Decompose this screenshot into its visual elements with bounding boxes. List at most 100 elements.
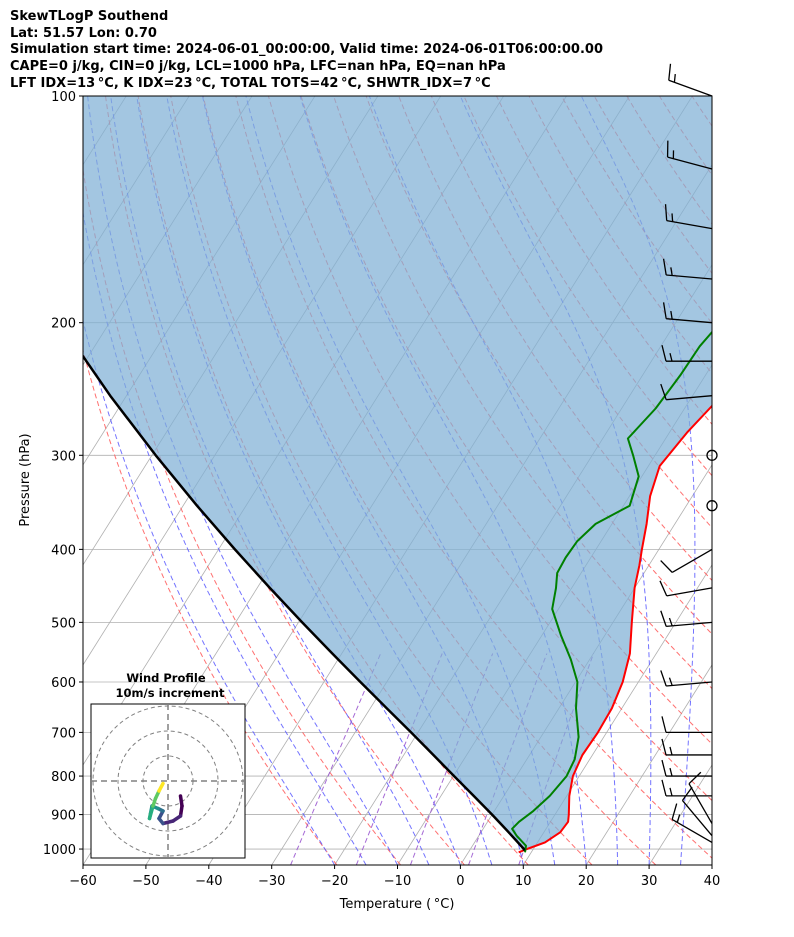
y-tick-label: 300 bbox=[51, 449, 76, 464]
wind-barb bbox=[666, 140, 713, 170]
wind-barb-flag bbox=[664, 204, 668, 221]
moist-adiabat bbox=[711, 859, 712, 865]
hodograph-ring bbox=[117, 730, 219, 832]
dry-adiabat bbox=[713, 79, 794, 865]
header-line-5: LFT IDX=13 °C, K IDX=23 °C, TOTAL TOTS=4… bbox=[10, 76, 491, 91]
wind-barb-flag bbox=[668, 63, 672, 81]
wind-barb bbox=[671, 803, 713, 843]
isotherm-line bbox=[522, 564, 712, 865]
wind-barb-staff bbox=[666, 587, 713, 597]
x-tick-label: 20 bbox=[578, 874, 595, 889]
dry-adiabat bbox=[137, 96, 529, 865]
wind-barb-half-flag bbox=[676, 814, 681, 823]
wind-barb-half-flag bbox=[669, 746, 673, 756]
x-tick-label: −20 bbox=[321, 874, 348, 889]
wind-barb-flag bbox=[660, 560, 673, 573]
wind-barb-flag bbox=[660, 610, 667, 627]
y-tick-label: 500 bbox=[51, 616, 76, 631]
wind-barb-half-flag bbox=[669, 353, 673, 362]
wind-barb-half-flag bbox=[670, 267, 673, 276]
wind-barb-flag bbox=[661, 779, 667, 797]
x-tick-label: 10 bbox=[515, 874, 532, 889]
wind-barb-flag bbox=[688, 771, 702, 785]
wind-barb-calm bbox=[706, 449, 718, 461]
x-tick-label: −10 bbox=[384, 874, 411, 889]
wind-barb-half-flag bbox=[668, 617, 673, 627]
isotherm-line bbox=[775, 96, 794, 865]
wind-barb-calm bbox=[706, 500, 718, 512]
x-axis-title: Temperature ( °C) bbox=[339, 897, 455, 912]
header-line-1: SkewTLogP Southend bbox=[10, 9, 169, 24]
wind-barb bbox=[661, 716, 712, 734]
wind-barb-half-flag bbox=[668, 677, 673, 686]
moist-adiabat bbox=[87, 96, 398, 865]
y-tick-label: 100 bbox=[51, 90, 76, 105]
y-tick-label: 900 bbox=[51, 809, 76, 824]
wind-barb bbox=[668, 63, 713, 97]
header-line-2: Lat: 51.57 Lon: 0.70 bbox=[10, 26, 157, 41]
wind-barb-staff bbox=[666, 621, 713, 628]
wind-barb bbox=[688, 771, 713, 824]
dewpoint-line bbox=[511, 330, 712, 853]
wind-barb bbox=[660, 670, 713, 687]
wind-barb-flag bbox=[660, 383, 667, 400]
mixing-ratio-line bbox=[290, 653, 382, 865]
wind-barb-staff bbox=[671, 818, 713, 843]
parcel-line bbox=[83, 354, 526, 851]
wind-barb bbox=[681, 786, 713, 837]
wind-barb-half-flag bbox=[670, 310, 673, 320]
wind-barb-flag bbox=[662, 302, 667, 319]
isotherm-line bbox=[711, 864, 712, 865]
wind-barb-flag bbox=[659, 580, 668, 597]
wind-barb bbox=[661, 759, 712, 777]
wind-barb-staff bbox=[666, 219, 713, 230]
wind-barb bbox=[660, 383, 713, 401]
axis-ticks: −60 −50 −40 −30 −20 −10 0 10 20 30 40 1000 900 800 700… bbox=[43, 90, 720, 889]
dry-adiabat bbox=[83, 348, 338, 865]
wind-barb-staff bbox=[666, 274, 713, 280]
dry-adiabat bbox=[300, 96, 712, 745]
wind-barb-staff bbox=[666, 395, 713, 401]
wind-barb-half-flag bbox=[669, 787, 673, 797]
temperature-line bbox=[518, 404, 712, 854]
moist-adiabat bbox=[136, 96, 461, 865]
wind-barb-staff bbox=[681, 800, 713, 837]
moist-adiabat bbox=[110, 96, 430, 865]
wind-barb-half-flag bbox=[669, 767, 673, 777]
wind-barb-staff bbox=[671, 548, 713, 573]
x-tick-label: −50 bbox=[132, 874, 159, 889]
hodograph-segment bbox=[147, 804, 155, 821]
wind-barb bbox=[662, 258, 713, 280]
wind-barbs bbox=[659, 63, 718, 843]
y-tick-label: 600 bbox=[51, 676, 76, 691]
wind-barb-staff bbox=[666, 318, 713, 324]
wind-barb-half-flag bbox=[671, 213, 674, 222]
isotherm-line bbox=[585, 664, 712, 865]
moist-adiabat bbox=[83, 318, 336, 865]
wind-barb-staff bbox=[666, 681, 713, 687]
shaded-area bbox=[83, 96, 712, 853]
y-tick-label: 400 bbox=[51, 543, 76, 558]
wind-barb bbox=[659, 580, 713, 597]
x-tick-label: −30 bbox=[258, 874, 285, 889]
inset-plot bbox=[91, 704, 245, 858]
wind-barb-flag bbox=[660, 670, 667, 687]
wind-barb bbox=[664, 204, 713, 230]
dry-adiabat bbox=[745, 79, 794, 865]
inset-title: Wind Profile bbox=[126, 671, 206, 685]
wind-barb-flag bbox=[661, 345, 667, 362]
wind-barb bbox=[661, 345, 712, 362]
x-tick-label: −40 bbox=[195, 874, 222, 889]
x-tick-label: −60 bbox=[69, 874, 96, 889]
wind-barb-flag bbox=[661, 716, 667, 733]
wind-barb-half-flag bbox=[673, 74, 676, 83]
x-tick-label: 0 bbox=[456, 874, 464, 889]
hodograph-inset: Wind Profile 10m/s increment bbox=[90, 671, 246, 859]
wind-barb-flag bbox=[671, 803, 678, 820]
header-line-4: CAPE=0 j/kg, CIN=0 j/kg, LCL=1000 hPa, L… bbox=[10, 59, 506, 74]
wind-barb bbox=[661, 738, 712, 756]
dry-adiabat bbox=[83, 167, 402, 865]
x-tick-label: 40 bbox=[704, 874, 721, 889]
inset-subtitle: 10m/s increment bbox=[116, 686, 225, 700]
